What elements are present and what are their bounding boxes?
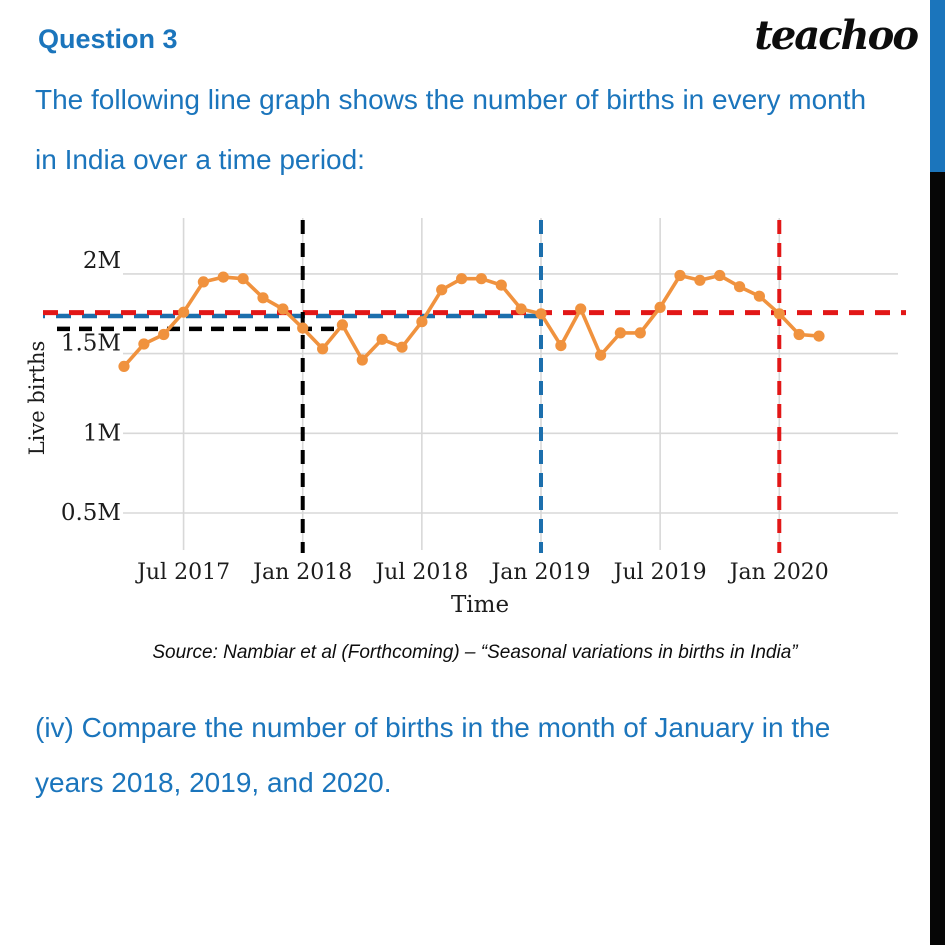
data-point-aug-2019 (674, 269, 686, 282)
data-point-feb-2020 (793, 328, 805, 341)
data-point-aug-2018 (436, 284, 448, 296)
x-tick-label: Jul 2019 (612, 560, 707, 585)
data-point-sep-2017 (217, 271, 229, 283)
intro-line-2: in India over a time period: (35, 144, 365, 175)
x-tick-label: Jul 2018 (373, 560, 468, 585)
data-point-nov-2017 (257, 292, 269, 304)
question-heading: Question 3 (38, 24, 178, 54)
births-line-chart: 2M 1.5M 1M 0.5M Jul 2017 Jan 2018 Jul 2018 Jan … (25, 218, 906, 663)
sidebar-accent-bottom (930, 172, 945, 945)
data-point-dec-2018 (515, 303, 527, 315)
data-point-sep-2018 (456, 273, 468, 285)
x-tick-label: Jan 2018 (251, 560, 352, 585)
births-series-points (118, 269, 825, 372)
y-tick-label: 2M (83, 248, 121, 274)
data-point-jan-2019 (535, 308, 547, 320)
data-point-jun-2017 (158, 328, 170, 341)
data-point-jan-2020 (773, 308, 785, 320)
question-part-iv-line-1: (iv) Compare the number of births in the… (35, 712, 831, 743)
question-part-iv-line-2: years 2018, 2019, and 2020. (35, 767, 392, 798)
data-point-oct-2017 (237, 273, 249, 285)
data-point-feb-2019 (555, 340, 567, 352)
data-point-mar-2018 (336, 319, 348, 331)
births-series-line (122, 273, 820, 368)
y-tick-label: 1M (83, 420, 121, 446)
y-tick-label: 0.5M (61, 500, 121, 526)
chart-source-note: Source: Nambiar et al (Forthcoming) – “S… (152, 642, 799, 663)
data-point-jan-2018 (297, 322, 309, 334)
x-tick-label: Jul 2017 (135, 560, 230, 585)
data-point-mar-2019 (575, 303, 587, 315)
data-point-may-2018 (376, 333, 388, 345)
x-tick-label: Jan 2020 (728, 560, 829, 585)
data-point-jul-2017 (178, 306, 190, 318)
data-point-nov-2019 (734, 281, 746, 293)
data-point-oct-2018 (475, 273, 487, 285)
teachoo-logo: teachoo (754, 12, 919, 59)
data-point-jun-2019 (634, 327, 646, 339)
x-tick-label: Jan 2019 (489, 560, 590, 585)
data-point-jun-2018 (396, 341, 408, 353)
data-point-apr-2018 (356, 354, 368, 366)
data-point-apr-2017 (118, 360, 130, 372)
data-point-nov-2018 (495, 279, 507, 291)
intro-line-1: The following line graph shows the numbe… (35, 84, 867, 115)
y-tick-label: 1.5M (61, 331, 121, 357)
data-point-sep-2019 (694, 274, 706, 286)
gridlines (123, 218, 898, 550)
data-point-dec-2019 (753, 290, 766, 302)
data-point-apr-2019 (595, 349, 607, 361)
y-axis-title: Live births (25, 341, 49, 456)
x-axis-title: Time (451, 592, 509, 618)
sidebar-accent-top (930, 0, 945, 172)
data-point-mar-2020 (813, 330, 825, 342)
data-point-aug-2017 (197, 276, 209, 288)
data-point-may-2019 (614, 327, 627, 339)
data-point-may-2017 (138, 338, 150, 350)
reference-lines (43, 220, 906, 553)
data-point-jul-2018 (416, 316, 428, 328)
axis-labels: 2M 1.5M 1M 0.5M Jul 2017 Jan 2018 Jul 2018 Jan … (25, 248, 829, 618)
data-point-feb-2018 (317, 343, 329, 355)
data-point-jul-2019 (654, 301, 666, 313)
data-point-dec-2017 (277, 303, 289, 315)
data-point-oct-2019 (714, 269, 726, 282)
